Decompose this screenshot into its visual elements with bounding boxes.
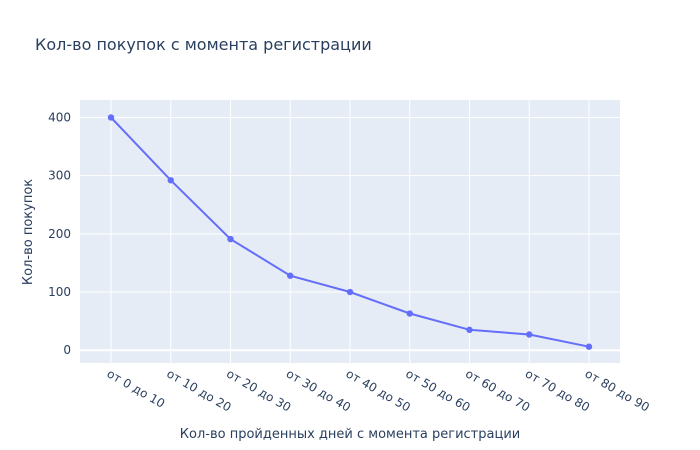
data-point xyxy=(585,343,593,350)
y-tick-label: 300 xyxy=(48,169,71,183)
y-axis-ticks: 0 100 200 300 400 xyxy=(48,110,71,357)
data-point xyxy=(466,326,473,334)
data-point xyxy=(346,288,354,296)
data-point xyxy=(227,235,234,243)
y-tick-label: 400 xyxy=(48,110,71,124)
x-tick-label: от 60 до 70 xyxy=(463,366,532,414)
y-tick-label: 100 xyxy=(48,285,71,299)
x-tick-label: от 10 до 20 xyxy=(164,366,233,414)
y-axis-title: Кол-во покупок xyxy=(21,179,36,285)
x-gridlines xyxy=(110,100,590,363)
data-point xyxy=(526,331,533,338)
data-point xyxy=(287,272,294,279)
data-point xyxy=(167,177,174,184)
x-tick-label: от 80 до 90 xyxy=(583,366,652,414)
y-tick-label: 200 xyxy=(48,227,71,241)
x-tick-label: от 20 до 30 xyxy=(224,366,293,414)
series-markers xyxy=(107,114,593,350)
chart-title: Кол-во покупок с момента регистрации xyxy=(35,35,372,54)
x-tick-label: от 0 до 10 xyxy=(105,366,168,410)
x-tick-label: от 50 до 60 xyxy=(403,366,472,414)
x-tick-label: от 30 до 40 xyxy=(284,366,353,414)
x-axis-title: Кол-во пройденных дней с момента регистр… xyxy=(180,427,520,442)
data-point xyxy=(107,114,115,121)
y-tick-label: 0 xyxy=(63,343,71,357)
x-tick-label: от 70 до 80 xyxy=(523,366,592,414)
data-point xyxy=(406,310,413,317)
x-tick-label: от 40 до 50 xyxy=(344,366,413,414)
